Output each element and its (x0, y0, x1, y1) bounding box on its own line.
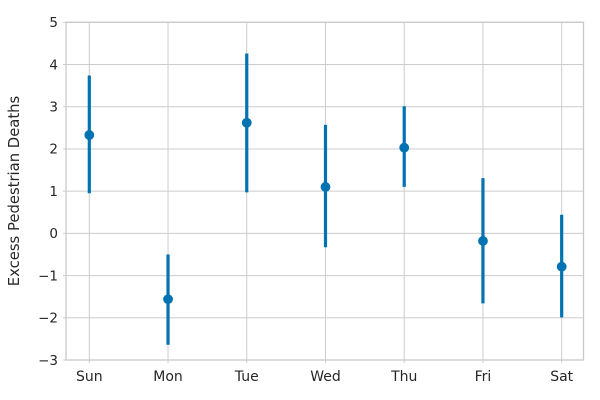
y-tick-label: 3 (49, 100, 58, 116)
x-tick-label: Sat (550, 369, 573, 385)
y-tick-label: 5 (49, 15, 58, 31)
data-point (399, 142, 410, 153)
x-tick-label: Mon (153, 369, 183, 385)
y-tick-label: −3 (38, 353, 58, 369)
data-point (320, 182, 331, 192)
y-tick-label: 2 (49, 142, 58, 158)
x-tick-label: Fri (475, 369, 492, 385)
y-tick-label: 1 (49, 184, 58, 200)
plot-border (65, 21, 585, 361)
y-tick-label: −1 (38, 268, 58, 284)
y-tick-label: 4 (49, 57, 58, 73)
y-tick-label: −2 (38, 311, 58, 327)
x-tick-label: Tue (234, 369, 259, 385)
data-point (478, 236, 488, 246)
data-point (241, 117, 252, 128)
data-point (163, 294, 173, 305)
data-point (556, 261, 567, 272)
x-tick-label: Wed (310, 369, 341, 385)
data-point (84, 130, 95, 140)
y-tick-label: 0 (49, 226, 58, 242)
x-tick-label: Sun (76, 369, 103, 385)
x-tick-label: Thu (390, 369, 417, 385)
y-axis-label: Excess Pedestrian Deaths (6, 96, 23, 287)
